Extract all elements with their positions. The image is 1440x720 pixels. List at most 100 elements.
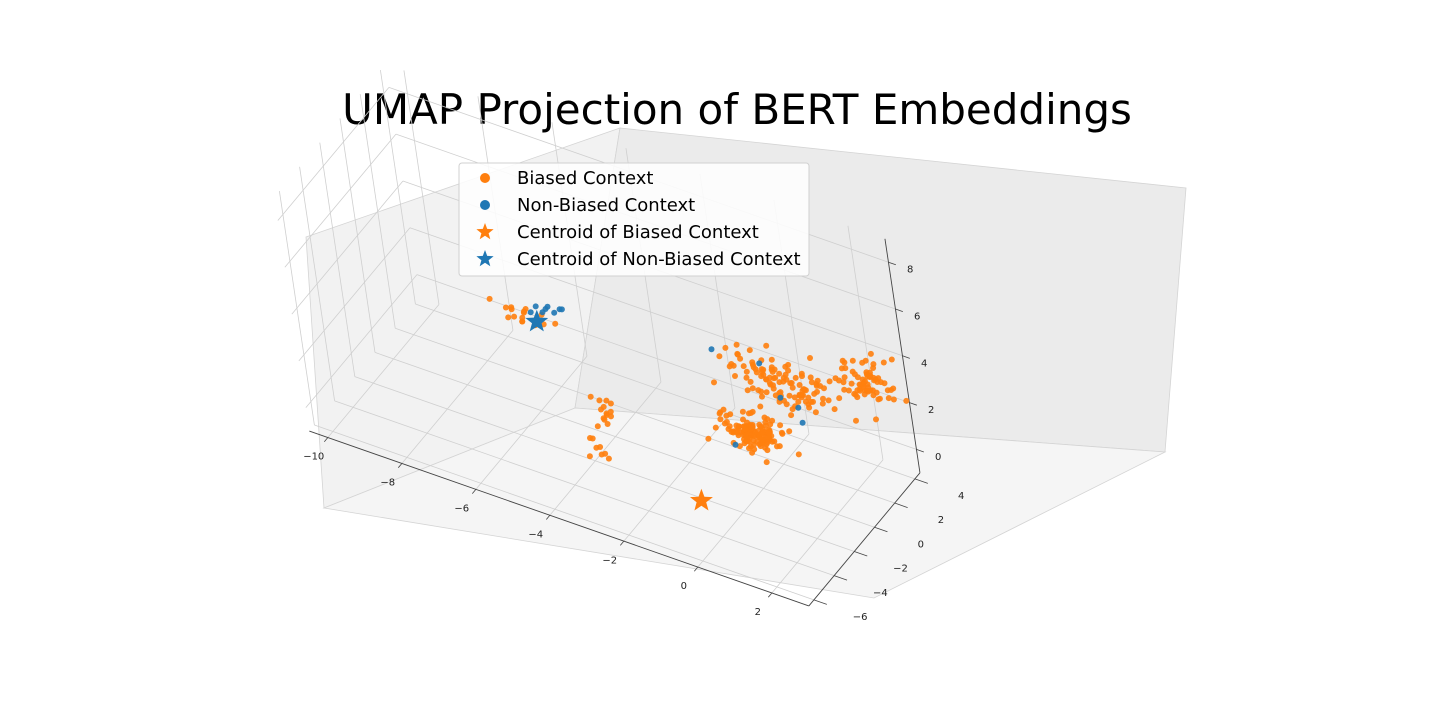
biased-point (764, 447, 771, 454)
biased-point (845, 387, 852, 394)
legend-marker-biased (480, 173, 490, 183)
biased-point (721, 420, 728, 427)
biased-point (764, 439, 771, 446)
biased-point (888, 387, 895, 393)
biased-point (734, 351, 741, 358)
biased-point (728, 428, 735, 435)
biased-point (841, 374, 848, 381)
biased-point (870, 365, 877, 371)
biased-point (746, 445, 752, 452)
biased-point (603, 412, 610, 418)
x-tick-label: −4 (528, 529, 543, 540)
biased-point (865, 384, 872, 391)
biased-point (753, 369, 760, 376)
x-tick-mark (398, 463, 403, 468)
biased-point (825, 397, 832, 404)
biased-point (801, 386, 808, 393)
biased-point (769, 368, 776, 375)
biased-point (716, 353, 723, 360)
biased-point (601, 416, 608, 423)
biased-point (766, 374, 773, 381)
biased-point (758, 366, 765, 373)
biased-point (776, 379, 783, 386)
z-tick-label: 6 (914, 311, 920, 322)
y-tick-mark (854, 551, 868, 557)
gridline-y (334, 400, 835, 577)
biased-point (820, 395, 826, 402)
biased-point (586, 453, 593, 460)
legend-box (458, 162, 810, 277)
gridline-z (305, 274, 418, 408)
biased-point (505, 314, 512, 321)
biased-point (807, 374, 814, 381)
biased-point (712, 424, 719, 431)
non-biased-point (777, 394, 784, 401)
biased-point (594, 423, 601, 430)
biased-point (511, 313, 518, 320)
biased-point (765, 429, 772, 436)
biased-point (870, 392, 877, 399)
y-tick-mark (833, 575, 848, 581)
non-biased-point (756, 360, 763, 367)
z-tick-label: 0 (935, 452, 941, 463)
y-axis-line (808, 472, 921, 607)
biased-point (831, 406, 838, 413)
biased-point (763, 389, 770, 396)
biased-point (766, 380, 773, 386)
biased-point (788, 380, 795, 386)
y-tick-label: −4 (873, 588, 888, 599)
z-tick-mark (909, 402, 917, 406)
x-axis-line (309, 430, 809, 607)
biased-point (745, 410, 752, 417)
biased-point (821, 385, 827, 392)
gridline-x (401, 330, 514, 464)
non-biased-point (544, 303, 551, 310)
biased-point (779, 430, 786, 437)
biased-point (849, 357, 856, 364)
biased-point (733, 422, 740, 429)
centroid-non-biased-star (525, 309, 549, 332)
biased-point (733, 341, 740, 348)
y-tick-label: 4 (958, 491, 964, 502)
biased-point (768, 356, 775, 363)
biased-point (552, 320, 559, 327)
biased-point (598, 451, 605, 458)
z-tick-label: 2 (928, 405, 934, 416)
biased-point (786, 428, 793, 435)
gridline-x (697, 433, 810, 568)
y-tick-label: −6 (853, 612, 868, 623)
biased-point (839, 357, 846, 364)
biased-point (859, 381, 866, 388)
biased-point (859, 359, 866, 366)
x-tick-mark (324, 437, 329, 443)
biased-point (521, 308, 527, 315)
biased-point (748, 425, 755, 432)
legend-label-biased: Biased Context (517, 168, 654, 189)
data-points (486, 295, 910, 466)
biased-point (757, 443, 764, 450)
legend-marker-centroid-non-biased (476, 250, 494, 267)
non-biased-point (732, 441, 739, 448)
non-biased-point (532, 303, 539, 310)
biased-point (802, 398, 809, 405)
biased-point (751, 446, 758, 453)
gridline-y (395, 327, 895, 504)
biased-point (782, 371, 789, 378)
biased-point (848, 380, 855, 387)
biased-point (502, 304, 509, 311)
biased-point (807, 355, 813, 361)
biased-point (761, 414, 768, 421)
biased-point (856, 386, 863, 392)
biased-point (890, 396, 897, 403)
biased-point (758, 388, 765, 395)
biased-point (826, 378, 833, 385)
centroid-markers (525, 309, 713, 511)
biased-point (757, 423, 764, 430)
biased-point (867, 350, 874, 357)
biased-point (769, 417, 776, 424)
biased-point (596, 397, 603, 404)
biased-point (771, 438, 778, 445)
y-tick-mark (874, 526, 888, 533)
non-biased-point (795, 404, 802, 411)
